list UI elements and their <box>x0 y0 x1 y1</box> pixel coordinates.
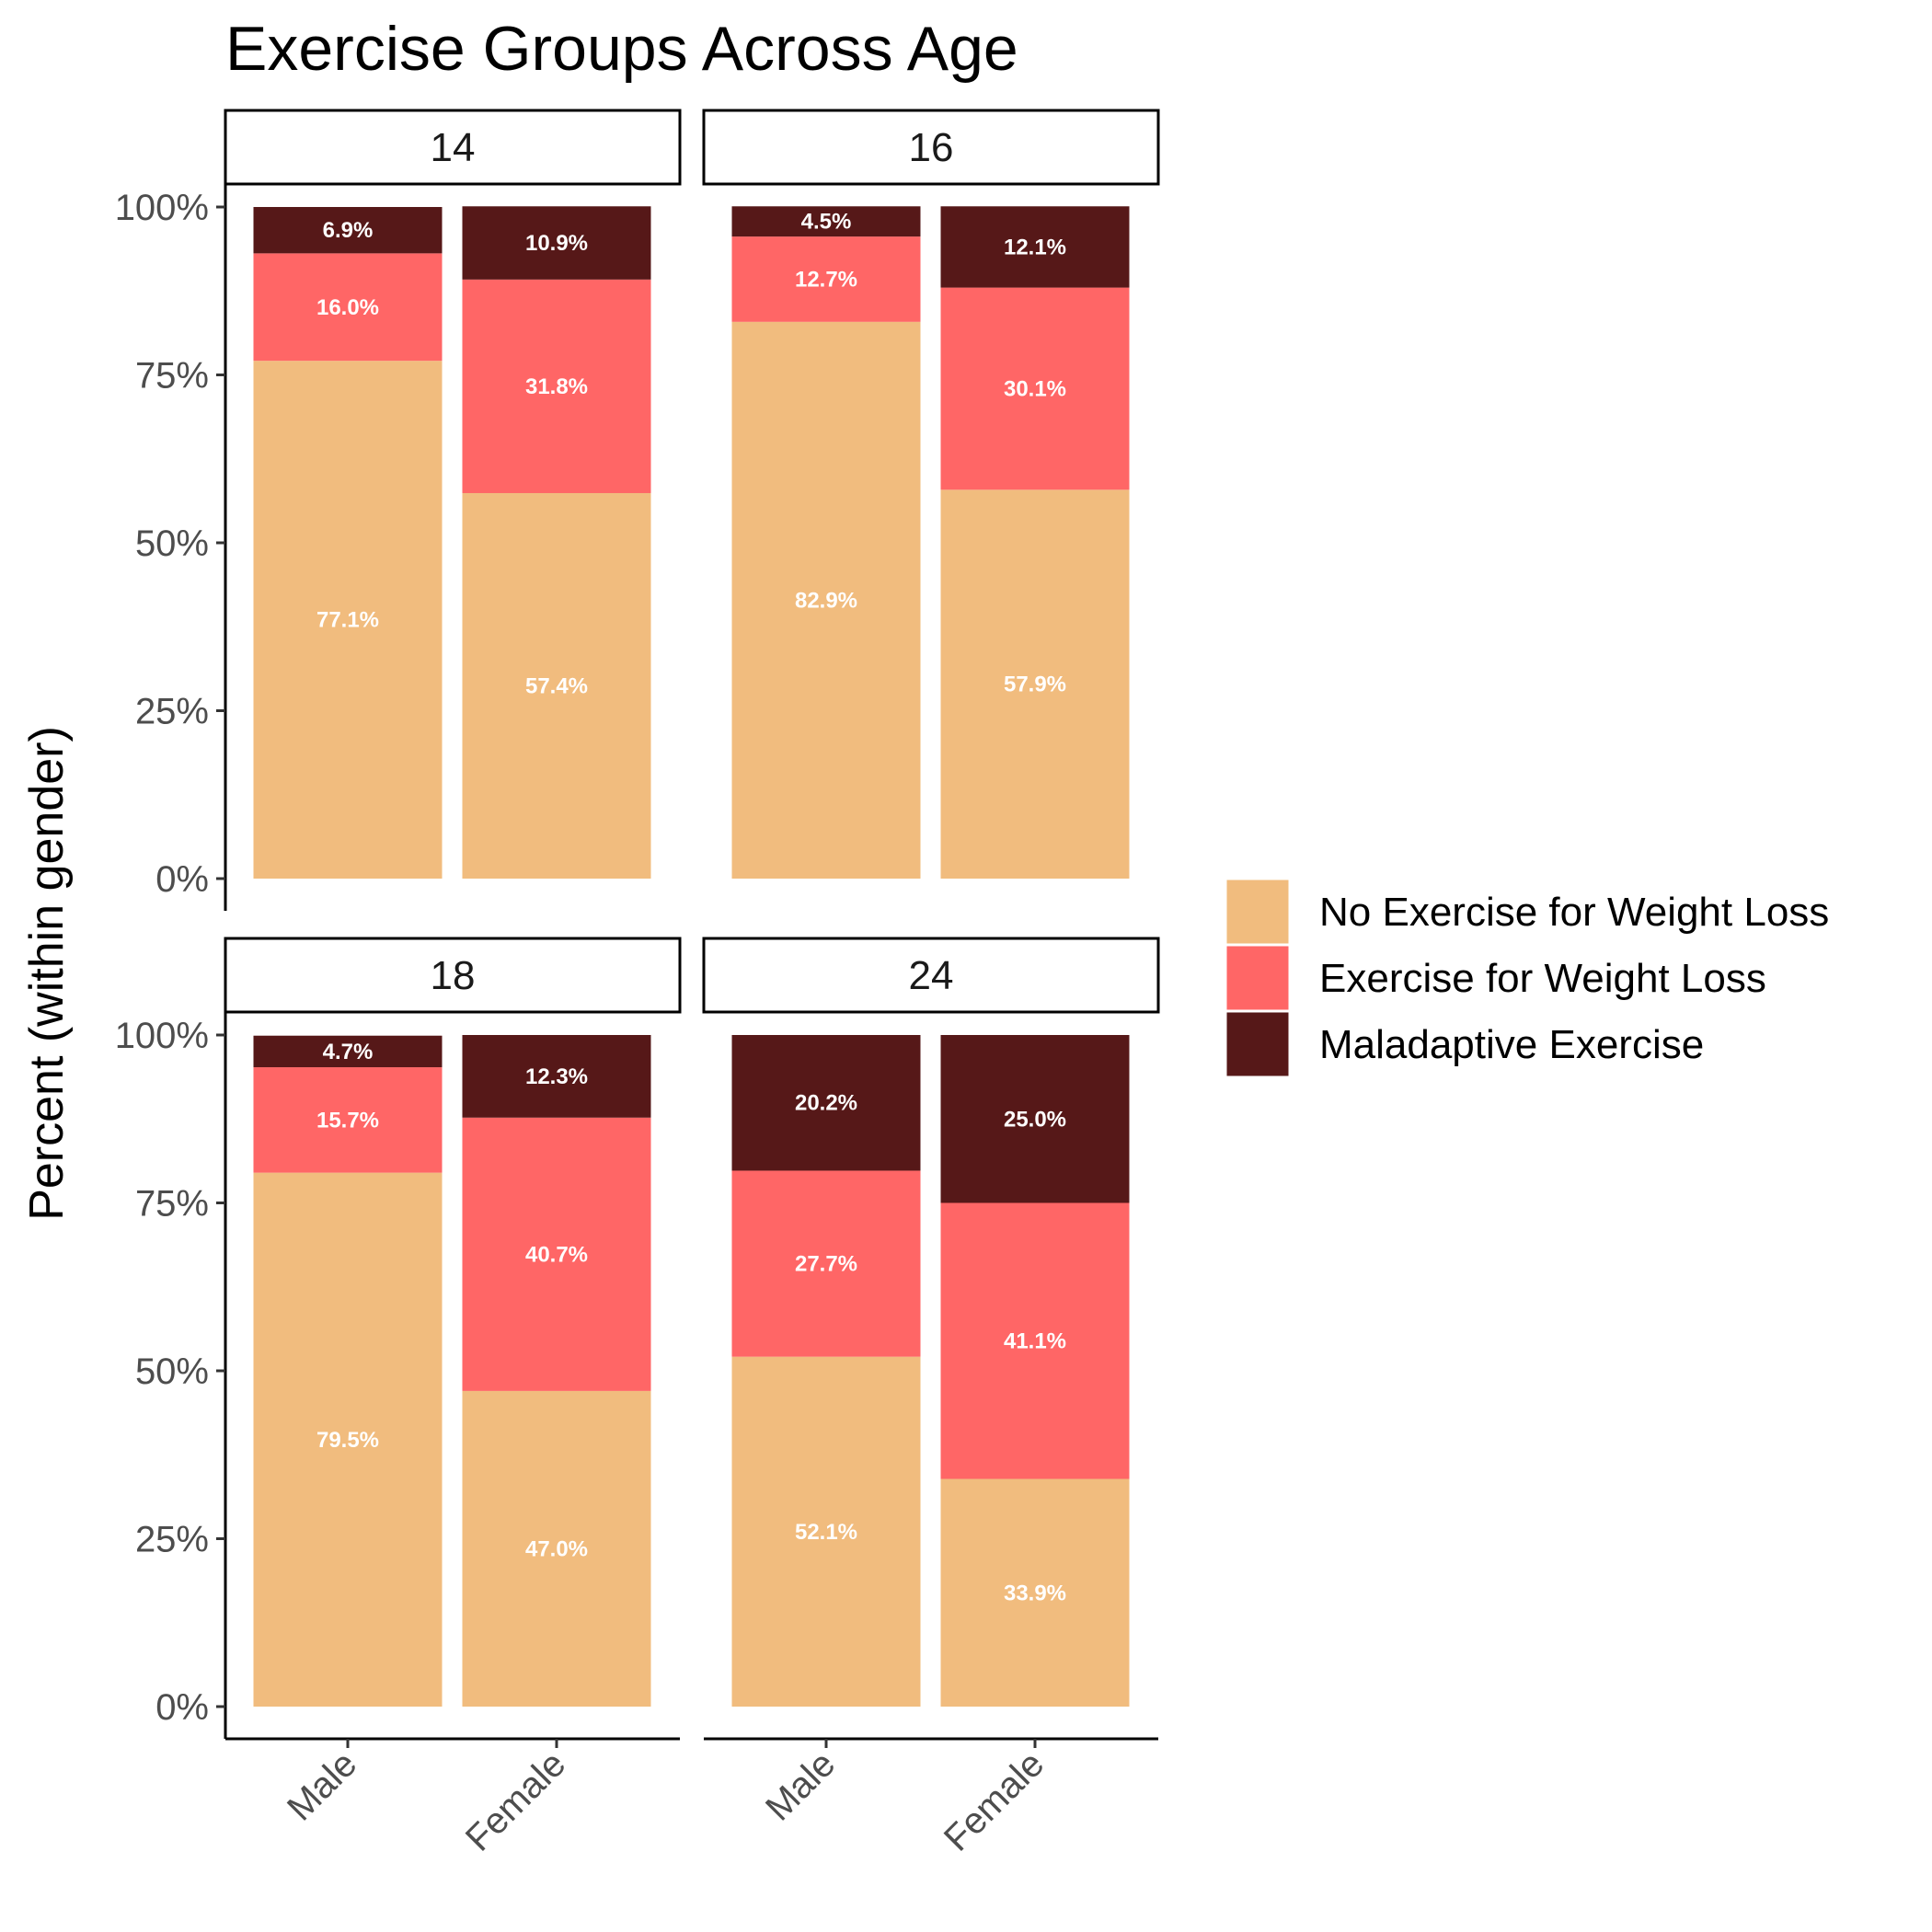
legend-label: No Exercise for Weight Loss <box>1319 890 1829 935</box>
bar-segment <box>731 1356 921 1707</box>
y-tick-label: 50% <box>135 1351 209 1392</box>
x-tick-label: Female <box>458 1743 573 1858</box>
y-axis-label: Percent (within gender) <box>20 726 74 1221</box>
strip-label: 16 <box>909 125 954 170</box>
bar-segment <box>253 253 443 362</box>
bar-value-label: 15.7% <box>316 1108 379 1133</box>
bar-segment <box>940 1202 1130 1479</box>
x-tick-label: Male <box>758 1743 843 1828</box>
y-tick-label: 100% <box>115 1016 209 1056</box>
bar-segment <box>462 206 651 280</box>
panel-age-16: 16 82.9% 12.7% 4.5% 57.9% 30.1% 12.1% <box>702 109 1160 880</box>
strip-label: 24 <box>909 953 954 998</box>
bar-value-label: 31.8% <box>525 374 588 399</box>
bar-value-label: 30.1% <box>1004 376 1066 401</box>
bar-value-label: 10.9% <box>525 231 588 256</box>
bar-value-label: 20.2% <box>795 1091 857 1116</box>
bar-segment <box>940 206 1130 288</box>
bar-segment <box>462 279 651 493</box>
bar-value-label: 12.1% <box>1004 235 1066 259</box>
y-tick-label: 50% <box>135 523 209 564</box>
bar-value-label: 57.4% <box>525 673 588 698</box>
x-tick-label: Male <box>280 1743 364 1828</box>
bar-value-label: 52.1% <box>795 1520 857 1545</box>
bar-value-label: 4.5% <box>801 210 852 235</box>
panel-age-14: 14 77.1% 16.0% 6.9% 57.4% 31.8% 10.9% 0% 25% 50% 7… <box>115 109 682 911</box>
bar-value-label: 82.9% <box>795 588 857 613</box>
bar-segment <box>940 1035 1130 1203</box>
bar-segment <box>940 1478 1130 1707</box>
legend-key <box>1224 943 1292 1013</box>
bar-segment <box>253 1172 443 1707</box>
bar-segment <box>253 1035 443 1068</box>
strip-label: 18 <box>431 953 476 998</box>
bar-segment <box>940 489 1130 879</box>
bar-segment <box>253 207 443 254</box>
x-tick-label: Female <box>937 1743 1052 1858</box>
bar-segment <box>731 206 921 237</box>
bar-value-label: 25.0% <box>1004 1107 1066 1132</box>
strip-box <box>224 937 682 1014</box>
bar-segment <box>731 321 921 880</box>
legend-label: Exercise for Weight Loss <box>1319 956 1766 1001</box>
y-tick-label: 0% <box>155 1687 209 1728</box>
strip-box <box>224 109 682 186</box>
bar-value-label: 27.7% <box>795 1252 857 1277</box>
bar-segment <box>940 287 1130 490</box>
y-tick-label: 0% <box>155 859 209 900</box>
bar-segment <box>253 361 443 879</box>
bar-value-label: 77.1% <box>316 608 379 633</box>
legend-key <box>1224 877 1292 947</box>
panel-age-24: 24 52.1% 27.7% 20.2% 33.9% 41.1% 25.0% Male Fema… <box>702 937 1160 1859</box>
bar-value-label: 41.1% <box>1004 1329 1066 1354</box>
chart-title: Exercise Groups Across Age <box>225 14 1018 84</box>
bar-segment <box>462 492 651 879</box>
bar-segment <box>731 1170 921 1357</box>
y-tick-label: 25% <box>135 692 209 732</box>
y-tick-label: 100% <box>115 188 209 228</box>
legend: No Exercise for Weight Loss Exercise for … <box>1224 877 1829 1079</box>
bar-segment <box>462 1390 651 1707</box>
legend-key <box>1224 1009 1292 1079</box>
y-tick-label: 75% <box>135 1184 209 1225</box>
bar-value-label: 4.7% <box>323 1040 374 1064</box>
strip-box <box>702 937 1160 1014</box>
panel-age-18: 18 79.5% 15.7% 4.7% 47.0% 40.7% 12.3% 0% 25% 50% 7… <box>115 937 682 1859</box>
bar-segment <box>253 1067 443 1173</box>
bar-segment <box>731 1035 921 1171</box>
bar-value-label: 79.5% <box>316 1428 379 1453</box>
y-tick-label: 25% <box>135 1520 209 1560</box>
bar-value-label: 47.0% <box>525 1536 588 1561</box>
bar-segment <box>462 1035 651 1118</box>
bar-segment <box>731 236 921 322</box>
facet-panels: 14 77.1% 16.0% 6.9% 57.4% 31.8% 10.9% 0% 25% 50% 7… <box>115 109 1160 1859</box>
legend-label: Maladaptive Exercise <box>1319 1022 1704 1067</box>
bar-value-label: 12.7% <box>795 267 857 292</box>
bar-value-label: 16.0% <box>316 295 379 320</box>
bar-value-label: 12.3% <box>525 1064 588 1089</box>
strip-label: 14 <box>431 125 476 170</box>
bar-value-label: 57.9% <box>1004 673 1066 697</box>
strip-box <box>702 109 1160 186</box>
bar-value-label: 33.9% <box>1004 1581 1066 1605</box>
bar-segment <box>462 1117 651 1391</box>
bar-value-label: 40.7% <box>525 1242 588 1267</box>
bar-value-label: 6.9% <box>323 218 374 243</box>
y-tick-label: 75% <box>135 356 209 397</box>
